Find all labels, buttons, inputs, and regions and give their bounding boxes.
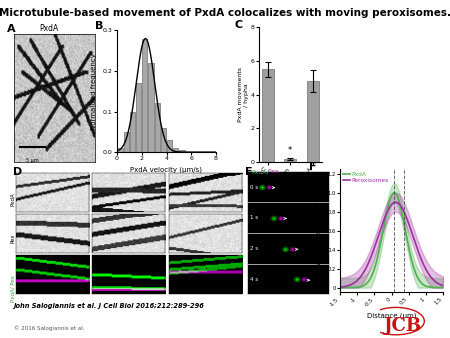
Bar	[173, 148, 178, 152]
PxdA	[338, 286, 343, 290]
Text: PxdA: PxdA	[40, 24, 58, 32]
Text: F: F	[309, 162, 316, 172]
Bar	[167, 140, 172, 152]
Bar	[117, 148, 123, 152]
Y-axis label: PxdA: PxdA	[10, 193, 15, 206]
Text: 1 s: 1 s	[250, 215, 258, 220]
Y-axis label: Normalized intensity: Normalized intensity	[315, 195, 322, 267]
Text: JCB: JCB	[384, 317, 422, 335]
PxdA	[425, 285, 430, 289]
Bar	[306, 81, 319, 162]
Text: C: C	[235, 20, 243, 30]
Peroxisomes	[399, 205, 405, 209]
Y-axis label: Normalized frequency: Normalized frequency	[91, 53, 97, 130]
Text: PxdA/: PxdA/	[251, 169, 269, 174]
Bar	[124, 132, 129, 152]
Line: Peroxisomes: Peroxisomes	[340, 202, 443, 287]
Text: 4 s: 4 s	[250, 277, 258, 282]
Text: *: *	[288, 146, 292, 155]
Y-axis label: Pex: Pex	[10, 234, 15, 243]
Text: 2 s: 2 s	[250, 246, 258, 251]
PxdA	[337, 286, 342, 290]
Bar	[261, 69, 274, 162]
PxdA	[399, 209, 404, 213]
Bar	[180, 150, 184, 152]
Peroxisomes	[401, 209, 406, 213]
Peroxisomes	[338, 285, 343, 289]
Peroxisomes	[425, 270, 430, 274]
Text: A: A	[7, 24, 16, 33]
Y-axis label: PxdA/ Pex: PxdA/ Pex	[10, 275, 15, 301]
X-axis label: Distance (μm): Distance (μm)	[367, 313, 416, 319]
Text: Microtubule-based movement of PxdA colocalizes with moving peroxisomes.: Microtubule-based movement of PxdA coloc…	[0, 8, 450, 19]
X-axis label: PxdA velocity (μm/s): PxdA velocity (μm/s)	[130, 167, 202, 173]
Y-axis label: PxdA movements
/ hypha: PxdA movements / hypha	[238, 67, 249, 122]
Text: B: B	[95, 21, 104, 31]
PxdA	[401, 218, 406, 222]
Text: 0 s: 0 s	[250, 185, 258, 190]
Peroxisomes	[337, 285, 342, 289]
Peroxisomes	[441, 284, 446, 288]
Peroxisomes	[393, 200, 398, 204]
PxdA	[431, 286, 436, 290]
Legend: PxdA, Peroxisomes: PxdA, Peroxisomes	[342, 172, 389, 183]
Text: Pex: Pex	[266, 169, 279, 174]
Bar	[142, 39, 148, 152]
Text: E: E	[245, 167, 253, 177]
PxdA	[392, 191, 397, 195]
Text: D: D	[14, 167, 23, 177]
Bar	[148, 63, 153, 152]
Line: PxdA: PxdA	[340, 193, 443, 288]
Bar	[155, 103, 160, 152]
PxdA	[441, 286, 446, 290]
Bar	[130, 112, 135, 152]
Bar	[136, 83, 141, 152]
Text: John Salogiannis et al. J Cell Biol 2016;212:289-296: John Salogiannis et al. J Cell Biol 2016…	[14, 303, 204, 309]
Text: 5 μm: 5 μm	[26, 158, 39, 163]
Peroxisomes	[399, 205, 404, 209]
Text: © 2016 Salogiannis et al.: © 2016 Salogiannis et al.	[14, 325, 84, 331]
Bar	[161, 128, 166, 152]
Peroxisomes	[431, 278, 436, 282]
PxdA	[399, 210, 405, 214]
Bar	[284, 159, 297, 162]
